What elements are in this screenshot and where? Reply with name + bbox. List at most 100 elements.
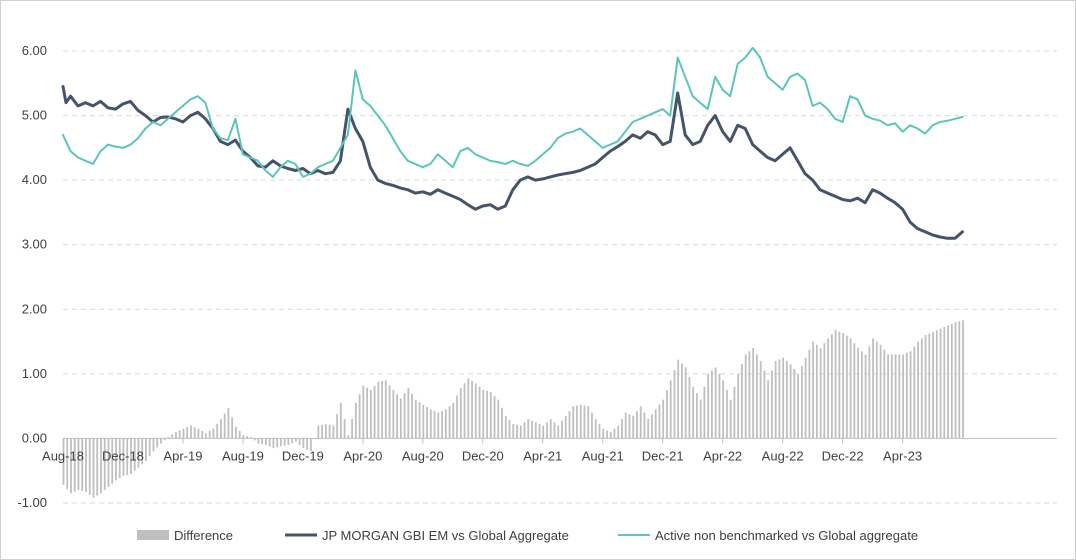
- difference-bar: [441, 410, 443, 439]
- difference-bar: [935, 330, 938, 439]
- difference-bar: [111, 438, 114, 484]
- difference-bar: [718, 373, 721, 439]
- difference-bar: [88, 438, 91, 495]
- difference-bar: [238, 431, 241, 439]
- difference-bar: [812, 341, 815, 439]
- difference-bar: [958, 321, 961, 439]
- difference-bar: [647, 419, 650, 439]
- difference-bar: [167, 437, 170, 439]
- difference-bar: [369, 390, 372, 439]
- x-tick-label: Apr-21: [523, 448, 562, 463]
- difference-bar: [587, 406, 590, 439]
- difference-bar: [396, 394, 398, 439]
- y-tick-label: 3.00: [22, 237, 47, 252]
- difference-bar: [890, 354, 893, 439]
- difference-bar: [636, 410, 638, 439]
- difference-bar: [70, 438, 72, 494]
- difference-bar: [422, 404, 425, 439]
- difference-bar: [354, 402, 357, 439]
- difference-bar: [939, 328, 942, 439]
- difference-bar: [673, 369, 676, 439]
- difference-bar: [456, 395, 458, 439]
- difference-bar: [549, 419, 552, 439]
- difference-bar: [178, 430, 181, 439]
- difference-bar: [531, 420, 533, 439]
- difference-bar: [332, 425, 335, 439]
- difference-bar: [501, 407, 503, 439]
- difference-bar: [568, 410, 571, 439]
- difference-bar: [392, 390, 395, 439]
- legend-label: Active non benchmarked vs Global aggrega…: [655, 528, 918, 543]
- difference-bar: [583, 405, 586, 439]
- difference-bar: [553, 422, 556, 439]
- difference-bar: [100, 438, 102, 494]
- difference-bar: [309, 438, 312, 452]
- difference-bar: [208, 431, 211, 439]
- difference-bar: [564, 415, 567, 439]
- difference-bar: [815, 344, 818, 439]
- difference-bar: [669, 380, 672, 439]
- difference-bar: [437, 412, 440, 439]
- difference-bar: [542, 425, 545, 439]
- difference-bar: [272, 438, 275, 449]
- difference-bar: [902, 354, 904, 439]
- difference-bar: [849, 338, 852, 439]
- y-tick-label: 4.00: [22, 172, 47, 187]
- difference-bar: [384, 380, 387, 439]
- x-axis-tick-labels: Aug-18 Dec-18 Apr-19 Aug-19 Dec-19 Apr-20 Aug-…: [42, 448, 922, 463]
- difference-bar: [860, 351, 863, 439]
- difference-bar: [819, 348, 822, 439]
- difference-bar: [572, 406, 575, 439]
- difference-bar: [148, 438, 151, 457]
- y-tick-label: 2.00: [22, 301, 47, 316]
- difference-bar: [534, 422, 537, 439]
- difference-bar: [519, 425, 522, 439]
- difference-bar: [711, 370, 713, 439]
- difference-bar: [231, 417, 234, 439]
- difference-bar: [336, 414, 339, 439]
- difference-bar: [905, 352, 908, 439]
- difference-bar: [474, 383, 477, 439]
- difference-bar: [388, 385, 391, 439]
- difference-bar: [696, 393, 698, 439]
- difference-bar: [343, 419, 346, 439]
- difference-bar: [606, 430, 608, 439]
- difference-bar: [950, 323, 953, 439]
- difference-bar: [621, 419, 623, 439]
- difference-bar: [785, 360, 788, 439]
- difference-bar: [508, 420, 511, 439]
- difference-bar: [212, 428, 215, 439]
- difference-bar: [898, 354, 901, 439]
- difference-bar: [306, 438, 309, 450]
- difference-bar: [557, 425, 560, 439]
- difference-bar: [77, 438, 80, 491]
- difference-bar: [471, 380, 473, 439]
- difference-bar: [842, 333, 845, 439]
- difference-bar: [744, 354, 747, 439]
- difference-bar: [145, 438, 147, 462]
- difference-bar: [778, 359, 781, 439]
- difference-bar: [729, 399, 732, 439]
- x-tick-label: Dec-19: [282, 448, 324, 463]
- difference-bar: [591, 412, 593, 439]
- difference-bar: [692, 386, 695, 439]
- difference-bar: [774, 360, 777, 439]
- difference-bar: [823, 343, 826, 439]
- difference-bar: [133, 438, 136, 471]
- difference-bar: [504, 415, 507, 439]
- difference-bar: [628, 414, 631, 439]
- difference-bar: [163, 438, 166, 441]
- difference-bar: [857, 348, 860, 439]
- difference-bar: [287, 438, 290, 445]
- difference-bar: [235, 426, 237, 439]
- x-tick-label: Aug-20: [402, 448, 444, 463]
- x-tick-label: Apr-22: [703, 448, 742, 463]
- difference-bar: [377, 381, 380, 439]
- difference-bar: [486, 390, 488, 439]
- difference-bar: [197, 428, 200, 439]
- difference-bar: [714, 367, 717, 439]
- x-tick-label: Dec-20: [462, 448, 504, 463]
- difference-bar: [137, 438, 140, 468]
- difference-bar: [932, 331, 934, 439]
- difference-bar: [242, 435, 245, 439]
